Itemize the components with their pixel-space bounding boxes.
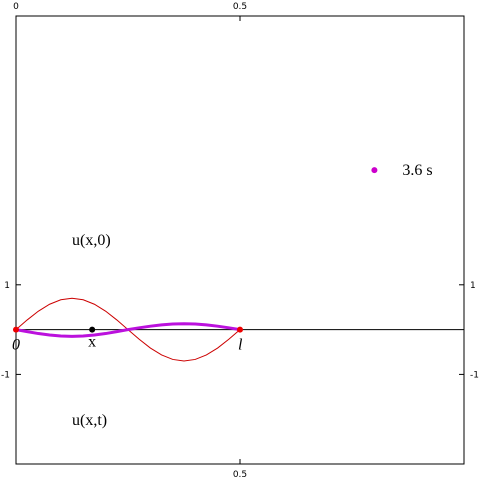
series-label: u(x,t) bbox=[72, 412, 107, 429]
point bbox=[89, 326, 96, 333]
y-tick-label: 1 bbox=[4, 281, 10, 291]
point-label: x bbox=[88, 334, 96, 351]
x-tick-label: 0.5 bbox=[233, 2, 247, 12]
line bbox=[15, 322, 241, 338]
point bbox=[13, 326, 19, 333]
point-label: l bbox=[238, 337, 243, 354]
point bbox=[371, 167, 378, 174]
point bbox=[237, 326, 243, 333]
series-label: u(x,0) bbox=[72, 232, 111, 249]
point-label: 0 bbox=[12, 337, 20, 354]
y-tick-label: 1 bbox=[470, 281, 476, 291]
x-tick-label: 0.5 bbox=[233, 470, 247, 480]
x-tick-label: 0 bbox=[13, 2, 19, 12]
y-tick-label: -1 bbox=[470, 370, 479, 380]
point-label: 3.6 s bbox=[402, 162, 432, 179]
y-tick-label: -1 bbox=[1, 370, 10, 380]
